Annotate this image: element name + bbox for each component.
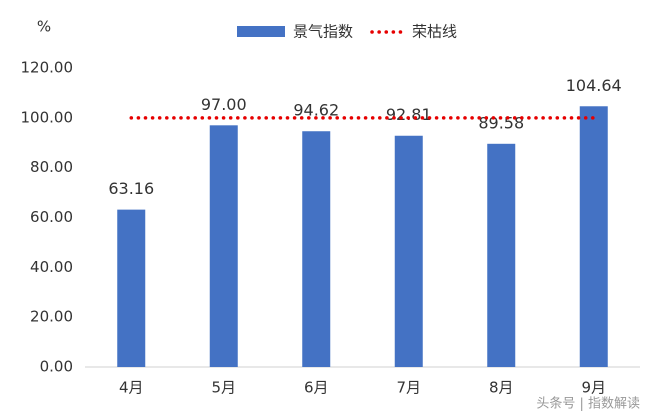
y-tick-label: 20.00	[30, 308, 73, 326]
y-tick-label: 0.00	[40, 358, 73, 376]
x-tick-label: 7月	[396, 379, 421, 397]
y-tick-label: 100.00	[21, 108, 74, 126]
watermark: 头条号 | 指数解读	[536, 396, 640, 412]
y-tick-label: 60.00	[30, 208, 73, 226]
value-label: 89.58	[478, 113, 524, 132]
bar	[209, 125, 238, 367]
bar	[394, 135, 423, 367]
value-label: 94.62	[293, 101, 339, 120]
legend-label: 荣枯线	[412, 23, 457, 41]
bar	[302, 131, 331, 367]
value-label: 63.16	[108, 179, 154, 198]
y-tick-label: 120.00	[21, 59, 74, 77]
y-tick-label: 80.00	[30, 158, 73, 176]
x-tick-label: 5月	[211, 379, 236, 397]
x-tick-label: 4月	[119, 379, 144, 397]
legend-swatch	[237, 26, 285, 37]
bar	[117, 209, 146, 367]
x-tick-label: 6月	[304, 379, 329, 397]
bar	[487, 143, 516, 367]
bar	[579, 106, 608, 367]
x-tick-label: 9月	[581, 379, 606, 397]
x-tick-label: 8月	[489, 379, 514, 397]
y-tick-label: 40.00	[30, 258, 73, 276]
value-label: 97.00	[201, 95, 247, 114]
unit-label: %	[37, 18, 51, 36]
legend-label: 景气指数	[293, 23, 353, 41]
value-label: 92.81	[386, 105, 432, 124]
value-label: 104.64	[566, 76, 622, 95]
